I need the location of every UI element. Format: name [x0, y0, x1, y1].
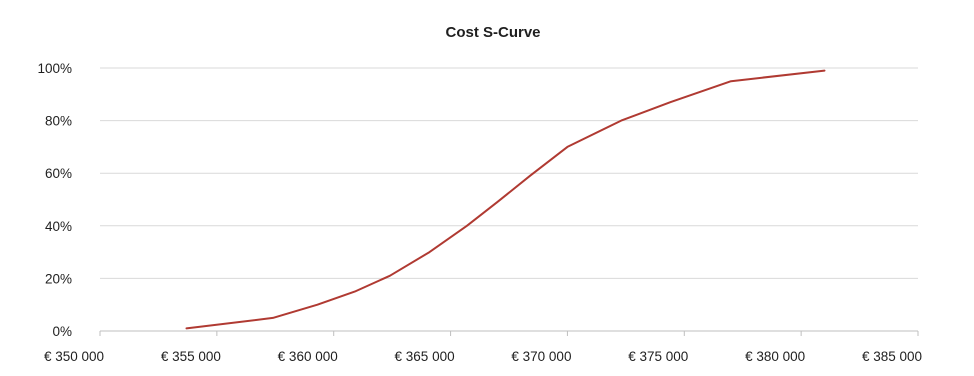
data-point-0-7 [496, 201, 498, 203]
y-tick-label-100: 100% [37, 61, 72, 76]
x-tick-labels: € 350 000 € 355 000 € 360 000 € 365 000 € 37… [44, 349, 922, 364]
data-point-0-9 [566, 146, 568, 148]
data-point-0-11 [669, 101, 671, 103]
data-point-0-10 [620, 120, 622, 122]
y-tick-label-20: 20% [45, 271, 72, 286]
data-point-0-5 [429, 251, 431, 253]
x-tick-label-370000: € 370 000 [511, 349, 571, 364]
x-tick-label-350000: € 350 000 [44, 349, 104, 364]
series-line-0 [185, 69, 826, 330]
data-point-0-1 [272, 317, 274, 319]
data-point-0-13 [824, 70, 826, 72]
axes [99, 330, 919, 336]
y-tick-labels: 0% 20% 40% 60% 80% 100% [37, 61, 72, 339]
x-tick-label-380000: € 380 000 [745, 349, 805, 364]
x-tick-label-365000: € 365 000 [395, 349, 455, 364]
x-tick-label-375000: € 375 000 [628, 349, 688, 364]
y-tick-label-0: 0% [52, 324, 72, 339]
x-tick-label-360000: € 360 000 [278, 349, 338, 364]
data-point-0-4 [389, 275, 391, 277]
chart-title: Cost S-Curve [445, 24, 540, 41]
data-point-0-12 [730, 80, 732, 82]
grid-lines [100, 67, 918, 279]
data-point-0-0 [185, 327, 187, 329]
series-layer [185, 69, 826, 330]
data-point-0-2 [316, 304, 318, 306]
data-point-0-6 [466, 225, 468, 227]
y-tick-label-60: 60% [45, 166, 72, 181]
data-point-0-3 [354, 291, 356, 293]
data-point-0-8 [529, 175, 531, 177]
y-tick-label-80: 80% [45, 114, 72, 129]
x-tick-label-385000: € 385 000 [862, 349, 922, 364]
y-tick-label-40: 40% [45, 219, 72, 234]
x-tick-label-355000: € 355 000 [161, 349, 221, 364]
